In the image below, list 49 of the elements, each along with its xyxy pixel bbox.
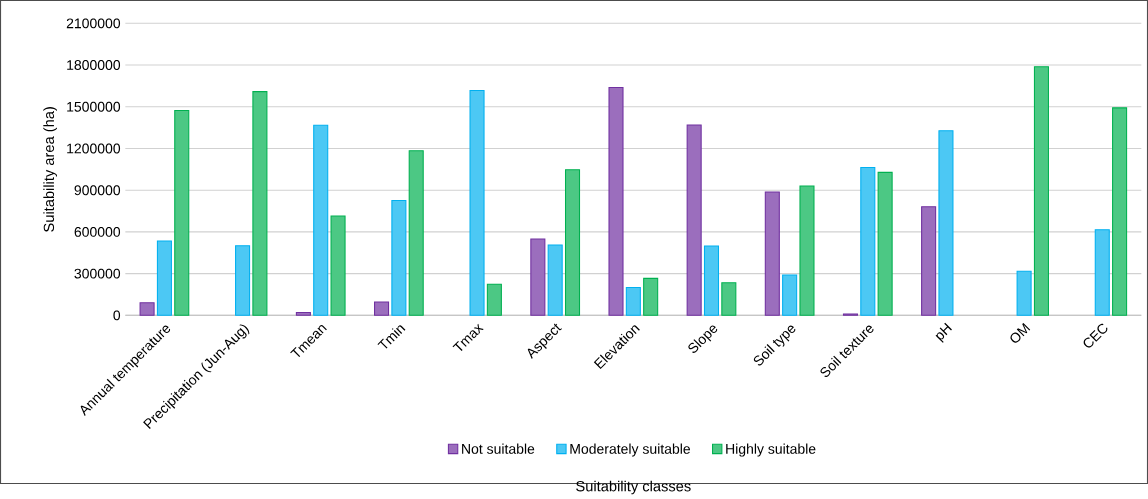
bar xyxy=(174,110,190,316)
bar xyxy=(721,282,737,316)
bar xyxy=(625,287,641,316)
bar xyxy=(530,238,546,316)
y-tick-label: 900000 xyxy=(74,185,121,196)
bar xyxy=(252,91,268,316)
bar xyxy=(1033,66,1049,316)
y-tick-label: 2100000 xyxy=(66,18,121,29)
bar xyxy=(938,130,954,316)
y-tick-label: 600000 xyxy=(74,227,121,237)
legend-label: Not suitable xyxy=(462,443,535,454)
bar xyxy=(469,90,485,316)
bar xyxy=(782,274,798,316)
y-tick-label: 1800000 xyxy=(67,60,121,71)
bar xyxy=(139,302,155,316)
bar xyxy=(313,124,329,316)
bar xyxy=(686,124,702,316)
bar xyxy=(703,245,720,316)
x-axis-title: Suitability classes xyxy=(576,480,691,495)
legend-label: Highly suitable xyxy=(726,443,816,457)
legend-label: Moderately suitable xyxy=(570,443,691,457)
x-tick-label: Soil type xyxy=(753,325,796,366)
bar xyxy=(156,240,172,316)
bar xyxy=(391,200,407,316)
bar xyxy=(1112,107,1128,316)
y-tick-label: 1500000 xyxy=(67,101,121,112)
x-tick-label: OM xyxy=(1010,323,1031,343)
bar xyxy=(564,169,581,316)
y-tick-label: 300000 xyxy=(74,268,121,279)
bar xyxy=(799,185,815,316)
bar xyxy=(764,191,780,316)
bar xyxy=(330,215,346,316)
bar xyxy=(1094,229,1110,316)
x-tick-label: pH xyxy=(935,322,952,343)
bar xyxy=(486,283,502,316)
bar xyxy=(1016,270,1032,316)
bar xyxy=(877,171,893,316)
bar xyxy=(643,277,659,316)
y-axis-title: Suitability area (ha) xyxy=(43,107,57,232)
bar xyxy=(374,301,390,316)
bar xyxy=(921,206,937,316)
bar xyxy=(860,167,876,316)
bar xyxy=(295,312,311,316)
bar xyxy=(408,150,424,316)
y-tick-label: 0 xyxy=(113,310,121,321)
y-tick-label: 1200000 xyxy=(67,143,121,154)
bar xyxy=(547,244,563,316)
bar xyxy=(235,245,251,316)
bar xyxy=(608,87,624,316)
